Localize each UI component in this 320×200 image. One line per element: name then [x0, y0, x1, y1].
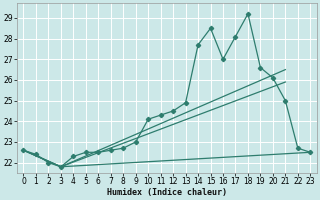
X-axis label: Humidex (Indice chaleur): Humidex (Indice chaleur)	[107, 188, 227, 197]
